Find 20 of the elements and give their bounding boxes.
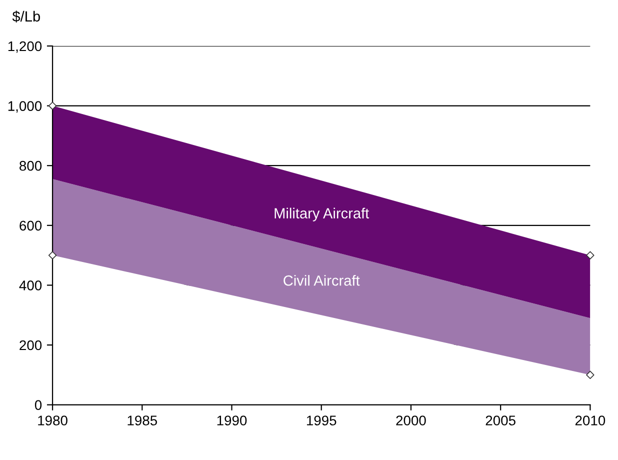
series-label: Military Aircraft bbox=[274, 208, 370, 222]
x-tick-label: 1985 bbox=[128, 416, 158, 426]
series-label: Civil Aircraft bbox=[284, 275, 360, 286]
point bbox=[586, 370, 594, 379]
y-tick-label: 1,200 bbox=[8, 41, 42, 53]
x-tick-label: 1990 bbox=[217, 416, 247, 426]
x-tick-label: 2000 bbox=[396, 416, 426, 426]
y-tick-label: 1,000 bbox=[8, 101, 42, 113]
x-tick-label: 2005 bbox=[486, 416, 516, 426]
y-tick-label: 800 bbox=[20, 160, 42, 171]
point bbox=[586, 251, 594, 260]
y-tick-label: 0 bbox=[34, 400, 42, 410]
y-tick-label: 400 bbox=[19, 280, 42, 290]
x-tick-label: 1980 bbox=[38, 416, 68, 426]
y-tick-label: 200 bbox=[20, 340, 42, 350]
x-tick-label: 2010 bbox=[575, 416, 606, 426]
y-tick-label: 600 bbox=[20, 220, 42, 231]
x-tick-label: 1995 bbox=[306, 416, 336, 426]
y-axis-title: $/Lb bbox=[12, 10, 40, 22]
point bbox=[48, 251, 57, 260]
